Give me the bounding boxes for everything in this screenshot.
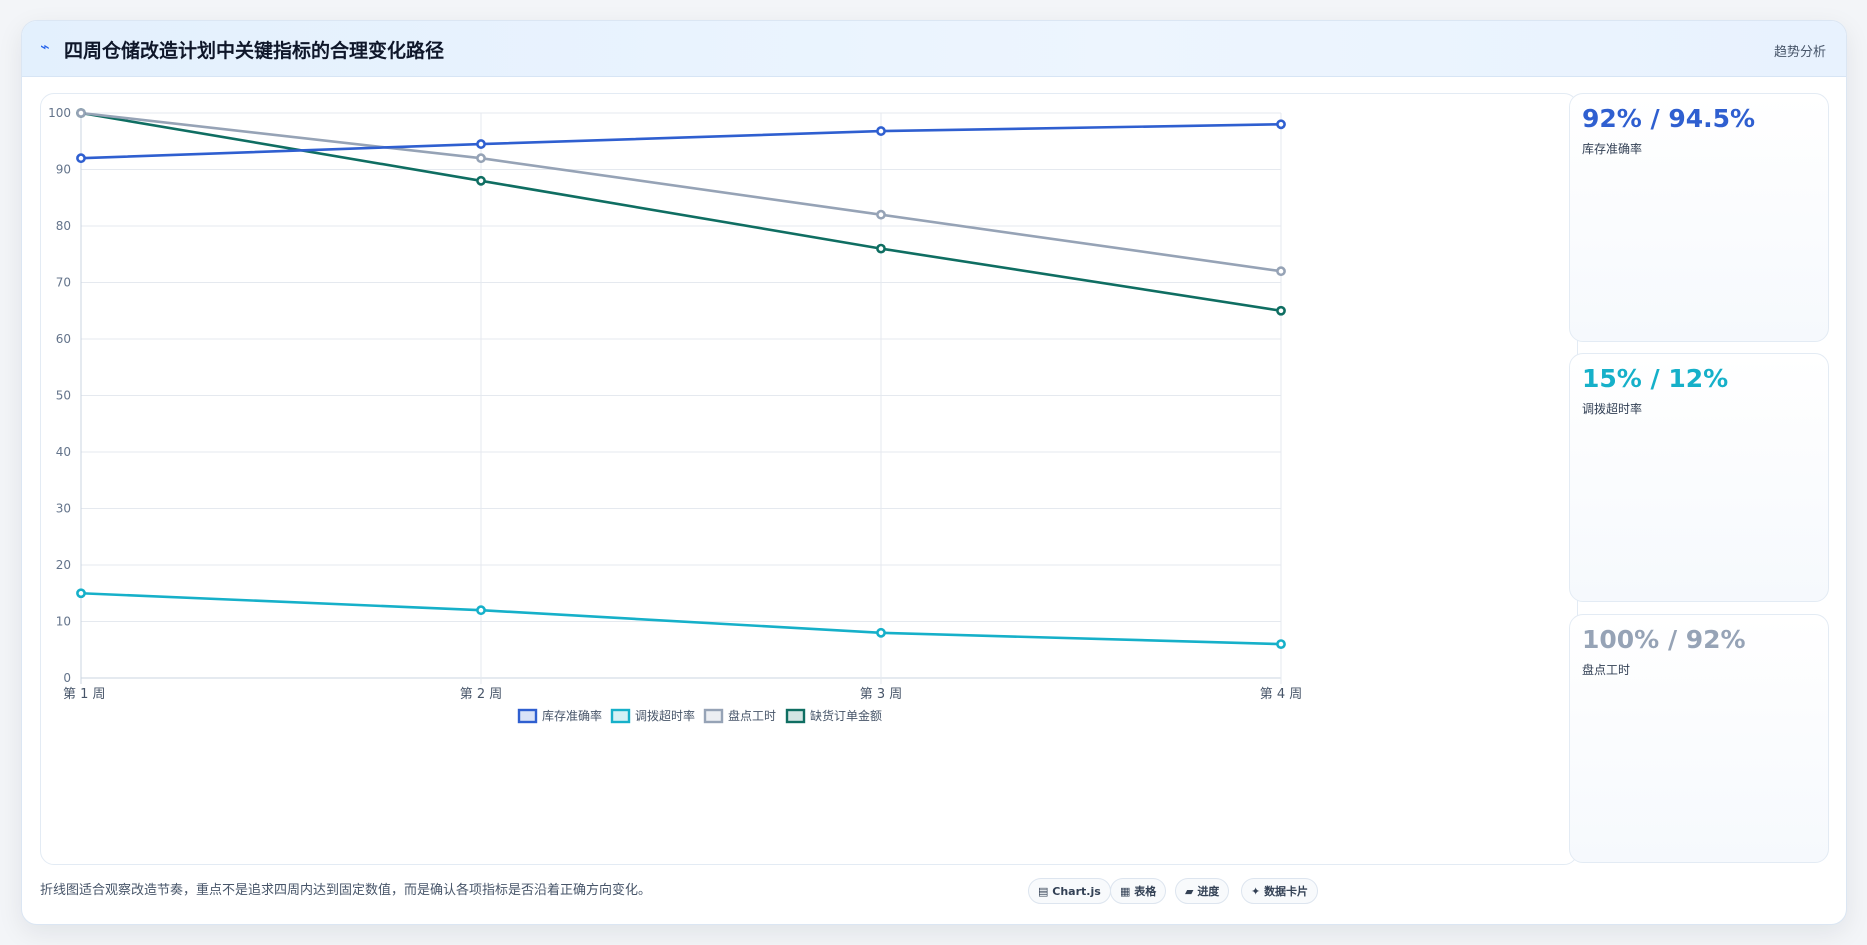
x-tick-label: 第 4 周 — [1260, 687, 1303, 702]
card-icon: ✦ — [1251, 885, 1261, 898]
pill-label: Chart.js — [1052, 885, 1101, 898]
chart-footnote: 折线图适合观察改造节奏，重点不是追求四周内达到固定数值，而是确认各项指标是否沿着… — [40, 883, 652, 898]
side-card-label: 盘点工时 — [1582, 663, 1631, 677]
chart-icon: ▤ — [1038, 885, 1049, 898]
series-line-2 — [80, 111, 1282, 273]
data-point — [476, 153, 486, 164]
data-point — [876, 627, 886, 638]
data-point — [876, 209, 886, 220]
y-tick-label: 80 — [56, 219, 71, 233]
x-tick-label: 第 3 周 — [860, 687, 903, 702]
side-card-value: 15% / 12% — [1582, 364, 1729, 393]
data-point — [76, 108, 86, 118]
pill-label: 表格 — [1134, 885, 1157, 898]
data-point — [1276, 305, 1286, 316]
pill-data-card[interactable]: ✦ 数据卡片 — [1241, 878, 1319, 904]
data-point — [1276, 119, 1286, 130]
y-tick-label: 0 — [63, 671, 71, 685]
data-point — [76, 153, 86, 164]
legend-swatch — [517, 708, 538, 724]
line-chart: 0 10 20 30 40 50 60 70 80 90 100 第 1 周 第 2 周 第 3 周 第 4… — [48, 106, 1303, 724]
y-tick-label: 40 — [56, 445, 71, 459]
data-point — [1276, 639, 1286, 649]
legend-swatch — [785, 708, 806, 724]
legend-label: 调拨超时率 — [635, 708, 695, 723]
side-card-value: 100% / 92% — [1582, 625, 1746, 654]
data-point — [476, 139, 486, 149]
legend-label: 盘点工时 — [728, 708, 776, 723]
line-chart-panel: 0 10 20 30 40 50 60 70 80 90 100 第 1 周 第 2 周 第 3 周 第 4… — [40, 93, 1578, 865]
y-tick-label: 30 — [56, 502, 71, 516]
dashboard-card: ⌁ 四周仓储改造计划中关键指标的合理变化路径 趋势分析 0 10 20 30 40 50 6… — [21, 20, 1847, 925]
side-card-label: 调拨超时率 — [1582, 402, 1643, 416]
side-card-transfer-timeout: 15% / 12% 调拨超时率 — [1569, 353, 1829, 602]
legend-swatch — [610, 708, 631, 724]
table-icon: ▦ — [1120, 885, 1131, 898]
legend-label: 缺货订单金额 — [810, 708, 882, 723]
data-point — [476, 175, 486, 186]
side-card-stocktake-hours: 100% / 92% 盘点工时 — [1569, 614, 1829, 863]
y-tick-label: 50 — [56, 389, 71, 403]
data-point — [476, 605, 486, 616]
card-header: ⌁ 四周仓储改造计划中关键指标的合理变化路径 趋势分析 — [22, 21, 1846, 77]
series-line-3 — [80, 111, 1282, 313]
y-tick-label: 60 — [56, 332, 71, 346]
legend-label: 库存准确率 — [542, 708, 602, 723]
side-card-label: 库存准确率 — [1582, 142, 1643, 156]
pill-table[interactable]: ▦ 表格 — [1110, 878, 1167, 904]
pill-chartjs[interactable]: ▤ Chart.js — [1028, 878, 1111, 904]
data-point — [876, 126, 886, 136]
data-point — [1276, 266, 1286, 277]
pill-label: 数据卡片 — [1264, 885, 1309, 898]
trend-line-icon: ⌁ — [40, 37, 50, 56]
data-point — [76, 588, 86, 599]
y-tick-label: 90 — [56, 163, 71, 177]
x-tick-label: 第 1 周 — [63, 687, 106, 702]
side-card-value: 92% / 94.5% — [1582, 104, 1756, 133]
y-tick-label: 10 — [56, 615, 71, 629]
series-line-1 — [80, 591, 1282, 646]
x-tick-label: 第 2 周 — [460, 687, 503, 702]
legend-swatch — [703, 708, 724, 724]
progress-icon: ▰ — [1185, 885, 1194, 898]
y-tick-label: 70 — [56, 276, 71, 290]
y-tick-label: 20 — [56, 558, 71, 572]
data-point — [876, 243, 886, 254]
page-title: 四周仓储改造计划中关键指标的合理变化路径 — [64, 40, 445, 62]
series-line-0 — [80, 123, 1282, 160]
pill-label: 进度 — [1197, 885, 1220, 898]
y-tick-label: 100 — [48, 106, 71, 120]
trend-analysis-tag[interactable]: 趋势分析 — [1773, 45, 1826, 60]
side-card-inventory-accuracy: 92% / 94.5% 库存准确率 — [1569, 93, 1829, 342]
pill-progress[interactable]: ▰ 进度 — [1175, 878, 1230, 904]
